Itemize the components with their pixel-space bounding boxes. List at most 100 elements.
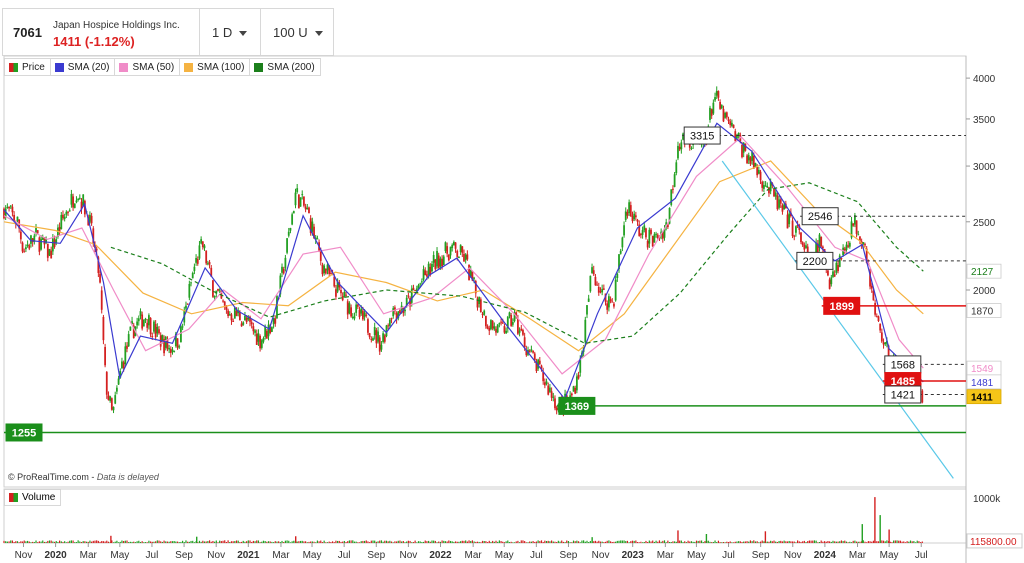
candle-body-465 xyxy=(786,214,789,229)
legend-item-sma20[interactable]: SMA (20) xyxy=(51,59,116,75)
candle-body-314 xyxy=(532,350,534,353)
candle-body-46 xyxy=(80,201,83,210)
candle-body-489 xyxy=(827,270,829,276)
level-label-2200: 2200 xyxy=(803,256,827,268)
candle-body-14 xyxy=(26,244,29,246)
candle-body-219 xyxy=(372,338,374,341)
units-dropdown[interactable]: 100 U xyxy=(261,9,333,55)
candle-body-242 xyxy=(410,288,413,303)
candle-body-128 xyxy=(218,289,221,291)
y-tick-label-3: 2500 xyxy=(973,218,996,229)
candle-body-483 xyxy=(816,243,819,254)
candle-body-32 xyxy=(57,227,59,237)
candle-body-366 xyxy=(619,250,622,254)
candle-body-92 xyxy=(158,329,160,334)
candle-body-243 xyxy=(412,287,415,291)
candle-body-433 xyxy=(732,124,735,128)
candle-body-309 xyxy=(523,337,526,347)
candle-body-35 xyxy=(62,214,64,219)
candle-body-398 xyxy=(673,174,676,187)
x-tick-label-27: Mar xyxy=(849,550,867,561)
candle-body-315 xyxy=(533,353,536,361)
candle-body-506 xyxy=(855,220,858,234)
candle-body-367 xyxy=(621,237,624,248)
candle-body-297 xyxy=(503,326,506,333)
candle-body-295 xyxy=(500,321,502,323)
level-label-1255: 1255 xyxy=(12,427,36,439)
candle-body-17 xyxy=(31,238,34,243)
candle-body-310 xyxy=(525,350,528,356)
candle-body-109 xyxy=(186,303,189,305)
candle-body-316 xyxy=(535,361,538,372)
candle-body-235 xyxy=(399,310,401,314)
candle-body-393 xyxy=(665,222,668,227)
candle-body-86 xyxy=(148,315,150,326)
y-tick-label-2: 3000 xyxy=(973,162,996,173)
candle-body-271 xyxy=(459,244,462,253)
candle-body-202 xyxy=(343,291,346,298)
candle-body-281 xyxy=(476,298,479,308)
legend-item-sma50[interactable]: SMA (50) xyxy=(115,59,181,75)
candle-body-442 xyxy=(747,155,750,161)
candle-body-252 xyxy=(427,263,430,275)
legend-item-price[interactable]: Price xyxy=(5,59,51,75)
candle-body-427 xyxy=(722,108,725,122)
candle-body-327 xyxy=(554,398,556,409)
y-tick-label-4: 2000 xyxy=(973,286,996,297)
candle-body-28 xyxy=(50,250,53,259)
candle-body-73 xyxy=(126,345,128,349)
volume-legend[interactable]: Volume xyxy=(4,489,62,506)
candle-body-408 xyxy=(690,147,693,149)
candle-body-164 xyxy=(279,275,282,295)
candle-body-33 xyxy=(58,227,61,233)
candle-body-453 xyxy=(766,186,769,188)
candle-body-230 xyxy=(390,318,393,320)
candle-body-53 xyxy=(92,228,95,245)
candle-body-436 xyxy=(737,133,740,136)
legend-item-sma200[interactable]: SMA (200) xyxy=(250,59,319,75)
candle-body-55 xyxy=(95,248,98,251)
candle-body-273 xyxy=(463,253,465,262)
x-tick-label-29: Jul xyxy=(915,550,928,561)
candle-body-340 xyxy=(575,376,578,391)
volume-tick-label: 1000k xyxy=(973,494,1001,505)
candle-body-359 xyxy=(607,296,610,308)
level-box-1255 xyxy=(5,423,43,442)
candle-body-89 xyxy=(153,321,155,332)
candle-body-368 xyxy=(623,225,625,236)
candle-body-379 xyxy=(641,230,644,235)
interval-dropdown[interactable]: 1 D xyxy=(200,9,261,55)
candle-body-99 xyxy=(169,348,172,353)
candle-body-221 xyxy=(375,330,378,344)
candle-body-43 xyxy=(75,200,78,203)
candle-body-397 xyxy=(672,188,674,190)
candle-body-40 xyxy=(70,194,73,205)
candle-body-214 xyxy=(363,312,366,317)
candle-body-66 xyxy=(114,395,117,404)
candle-body-108 xyxy=(185,305,187,309)
moving-averages xyxy=(3,122,954,479)
symbol-cell[interactable]: 7061 Japan Hospice Holdings Inc. 1411 (-… xyxy=(3,9,200,55)
x-tick-label-10: May xyxy=(303,550,322,561)
candle-body-270 xyxy=(458,256,460,258)
candle-body-101 xyxy=(173,350,176,352)
level-label-1421: 1421 xyxy=(891,390,915,402)
candle-body-162 xyxy=(276,295,278,319)
price-swatch-icon xyxy=(9,63,18,72)
candle-body-112 xyxy=(191,272,194,279)
candle-body-131 xyxy=(223,301,226,306)
legend-item-sma100[interactable]: SMA (100) xyxy=(180,59,251,75)
candle-body-240 xyxy=(407,295,410,297)
y-tick-label-1: 3500 xyxy=(973,115,996,126)
candle-body-180 xyxy=(306,207,309,210)
candle-body-232 xyxy=(394,307,396,312)
candle-body-342 xyxy=(579,359,582,373)
candle-body-388 xyxy=(656,234,659,239)
candle-body-276 xyxy=(468,264,470,281)
candle-body-127 xyxy=(217,288,219,291)
candle-body-102 xyxy=(174,333,177,346)
indicator-legend: Price SMA (20) SMA (50) SMA (100) SMA (2… xyxy=(4,58,321,76)
candle-body-98 xyxy=(168,348,171,350)
ticker-symbol: 7061 xyxy=(13,25,42,40)
